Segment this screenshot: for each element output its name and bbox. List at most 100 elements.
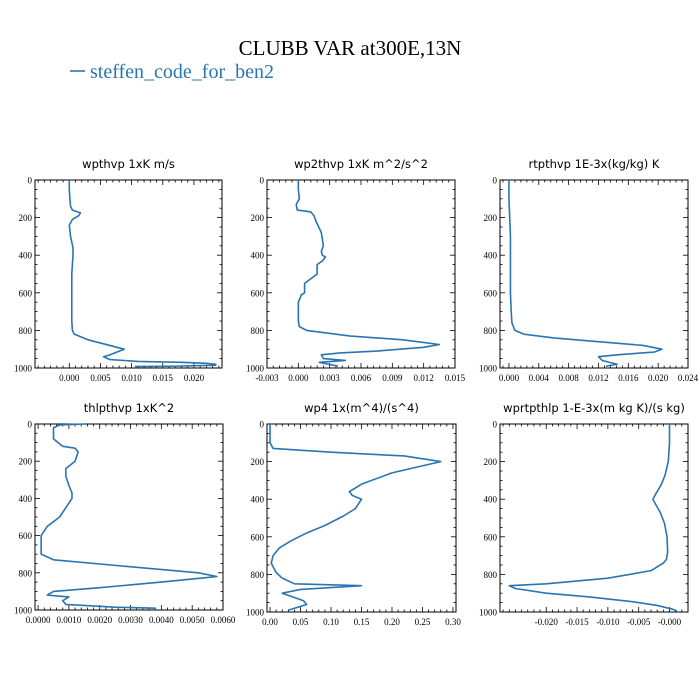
subplot-title: thlpthvp 1xK^2 (84, 401, 174, 415)
x-tick-label: 0.00 (262, 617, 278, 627)
legend: steffen_code_for_ben2 (70, 61, 274, 83)
y-tick-label: 400 (484, 251, 498, 261)
subplot-2: wp2thvp 1xK m^2/s^2 -0.003 0.000 0.003 0.006… (246, 157, 466, 383)
x-tick-label: 0.020 (648, 373, 669, 383)
x-tick-label: 0.000 (288, 373, 309, 383)
y-tick-label: 600 (484, 532, 498, 542)
x-tick-label: 0.010 (121, 373, 142, 383)
subplot-title: wp4 1x(m^4)/(s^4) (304, 401, 419, 415)
x-tick-label: 0.000 (59, 373, 80, 383)
x-tick-label: 0.0030 (118, 615, 143, 625)
series-line-1 (68, 180, 217, 368)
subplot-title: rtpthvp 1E-3x(kg/kg) K (529, 157, 660, 171)
y-tick-label: 0 (493, 420, 498, 430)
y-tick-label: 800 (484, 570, 498, 580)
y-tick-label: 0 (260, 176, 265, 186)
series-line-1 (508, 180, 663, 367)
y-tick-label: 400 (19, 251, 33, 261)
x-tick-label: 0.008 (559, 373, 580, 383)
subplot-title: wprtpthlp 1-E-3x(m kg K)/(s kg) (503, 401, 685, 415)
x-tick-label: 0.20 (384, 617, 400, 627)
x-tick-label: -0.015 (565, 617, 589, 627)
x-tick-label: 0.024 (678, 373, 699, 383)
figure-title: CLUBB VAR at300E,13N (239, 36, 462, 60)
x-tick-label: 0.25 (415, 617, 431, 627)
y-tick-label: 1000 (246, 608, 265, 618)
y-tick-label: 0 (28, 420, 33, 430)
y-tick-label: 200 (19, 457, 33, 467)
x-tick-label: 0.015 (445, 373, 466, 383)
legend-label: steffen_code_for_ben2 (90, 61, 274, 83)
subplot-4: thlpthvp 1xK^2 0.0000 0.0010 0.0020 0.0030 0.… (14, 401, 236, 625)
x-tick-label: 0.0000 (26, 615, 51, 625)
subplot-3: rtpthvp 1E-3x(kg/kg) K 0.000 0.004 0.008 0.0… (479, 157, 699, 383)
y-tick-label: 400 (19, 494, 33, 504)
y-tick-label: 200 (484, 457, 498, 467)
x-tick-label: 0.05 (293, 617, 309, 627)
subplot-title: wpthvp 1xK m/s (82, 157, 175, 171)
x-tick-label: -0.003 (255, 373, 279, 383)
series-line-1 (295, 180, 441, 367)
y-tick-label: 600 (19, 288, 33, 298)
plot-frame (499, 423, 689, 613)
series-line-1 (508, 424, 678, 612)
y-tick-label: 1000 (14, 606, 33, 616)
y-tick-label: 200 (251, 213, 265, 223)
x-tick-label: 0.012 (588, 373, 608, 383)
y-tick-label: 600 (19, 531, 33, 541)
x-tick-label: 0.0040 (149, 615, 174, 625)
x-tick-label: -0.000 (658, 617, 682, 627)
x-tick-label: 0.0060 (211, 615, 236, 625)
y-tick-label: 600 (251, 532, 265, 542)
y-tick-label: 1000 (14, 364, 33, 374)
subplot-title: wp2thvp 1xK m^2/s^2 (294, 157, 428, 171)
x-tick-label: 0.015 (153, 373, 174, 383)
y-tick-label: 800 (251, 326, 265, 336)
y-tick-label: 1000 (246, 364, 265, 374)
series-line-1 (40, 423, 218, 609)
y-tick-label: 800 (19, 568, 33, 578)
subplot-6: wprtpthlp 1-E-3x(m kg K)/(s kg) -0.020 -0.… (479, 401, 689, 627)
subplot-5: wp4 1x(m^4)/(s^4) 0.00 0.05 0.10 0.15 0.20 0.2… (246, 401, 461, 627)
y-tick-label: 400 (251, 495, 265, 505)
x-tick-label: 0.012 (414, 373, 434, 383)
x-tick-label: 0.0050 (180, 615, 205, 625)
x-tick-label: 0.003 (320, 373, 341, 383)
y-tick-label: 800 (484, 326, 498, 336)
y-tick-label: 0 (28, 176, 33, 186)
x-tick-label: 0.009 (382, 373, 403, 383)
x-tick-label: 0.0010 (57, 615, 82, 625)
x-tick-label: -0.020 (535, 617, 559, 627)
subplot-1: wpthvp 1xK m/s 0.000 0.005 0.010 0.015 0.020 0… (14, 157, 223, 383)
y-tick-label: 200 (251, 457, 265, 467)
x-tick-label: 0.15 (354, 617, 370, 627)
series-line-1 (269, 424, 442, 611)
x-tick-label: 0.0020 (87, 615, 112, 625)
x-tick-label: -0.005 (627, 617, 651, 627)
y-tick-label: 0 (493, 176, 498, 186)
y-tick-label: 600 (251, 288, 265, 298)
y-tick-label: 400 (484, 495, 498, 505)
y-tick-label: 200 (19, 213, 33, 223)
y-tick-label: 0 (260, 420, 265, 430)
x-tick-label: -0.010 (596, 617, 620, 627)
y-tick-label: 600 (484, 288, 498, 298)
x-tick-label: 0.020 (184, 373, 205, 383)
plot-frame (34, 423, 224, 611)
y-tick-label: 200 (484, 213, 498, 223)
y-tick-label: 800 (19, 326, 33, 336)
y-tick-label: 1000 (479, 608, 498, 618)
x-tick-label: 0.004 (529, 373, 550, 383)
x-tick-label: 0.30 (445, 617, 461, 627)
subplot-grid: wpthvp 1xK m/s0.000 0.005 0.010 0.015 0.0200… (14, 157, 699, 627)
x-tick-label: 0.016 (618, 373, 639, 383)
x-tick-label: 0.000 (499, 373, 520, 383)
plot-frame (34, 179, 223, 369)
y-tick-label: 800 (251, 570, 265, 580)
x-tick-label: 0.10 (323, 617, 339, 627)
x-tick-label: 0.006 (351, 373, 372, 383)
plot-frame (266, 179, 456, 369)
plot-frame (499, 179, 689, 369)
x-tick-label: 0.005 (90, 373, 111, 383)
